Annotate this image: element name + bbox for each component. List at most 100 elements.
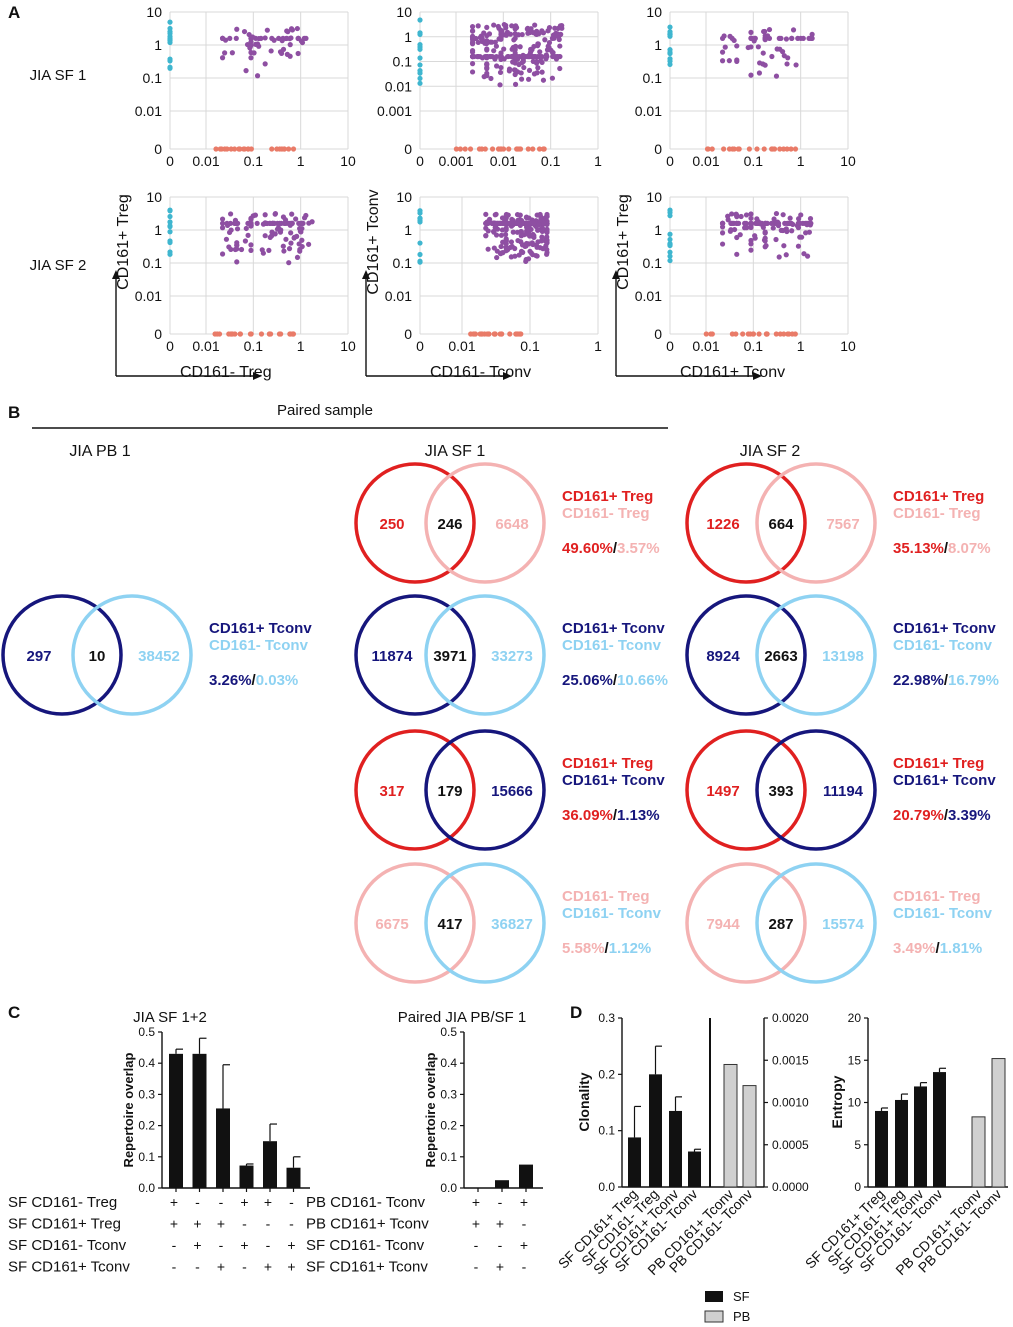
- y-tick-label: 0.1: [143, 255, 163, 271]
- venn-overlap-count: 417: [437, 916, 462, 933]
- zero-y-point: [721, 146, 727, 152]
- data-point: [493, 211, 499, 217]
- venn-label-bottom: CD161+ Tconv: [562, 772, 665, 789]
- x-tick-label: 10: [340, 153, 356, 169]
- data-point: [299, 39, 306, 46]
- data-point: [288, 240, 294, 246]
- venn-circle-right: [424, 729, 546, 851]
- venn-label-bottom: CD161- Tconv: [209, 637, 309, 654]
- venn-left-count: 6675: [375, 916, 408, 933]
- data-point: [486, 31, 493, 37]
- data-point: [287, 42, 293, 48]
- bar-pb: [742, 1085, 757, 1188]
- data-point: [498, 243, 504, 250]
- data-point: [469, 24, 476, 30]
- data-point: [266, 247, 272, 253]
- venn-circle-right: [424, 462, 546, 584]
- sign-cell: -: [522, 1259, 527, 1275]
- data-point: [227, 35, 233, 42]
- venn-label-bottom: CD161- Tconv: [893, 905, 993, 922]
- data-point: [537, 211, 543, 218]
- venn-pct-right: 3.57%: [617, 540, 660, 557]
- data-point: [762, 62, 768, 68]
- data-point: [499, 28, 505, 34]
- data-point: [234, 226, 241, 232]
- data-point: [537, 49, 543, 55]
- data-point: [498, 232, 505, 238]
- venn-pct-sep: /: [944, 672, 949, 689]
- zero-y-point: [731, 146, 737, 152]
- data-point: [719, 58, 726, 64]
- zero-x-point: [417, 240, 423, 246]
- zero-y-point: [245, 146, 251, 152]
- zero-x-point: [417, 62, 423, 68]
- data-point: [762, 28, 768, 35]
- venn-label-top: CD161+ Tconv: [209, 620, 312, 637]
- data-point: [762, 229, 768, 235]
- data-point: [229, 50, 235, 56]
- data-point: [219, 220, 226, 226]
- zero-y-point: [497, 331, 503, 337]
- data-point: [289, 27, 296, 33]
- venn-pct-right: 16.79%: [948, 672, 999, 689]
- y-axis-title: Clonality: [576, 1072, 592, 1131]
- y-tick-label-right: 0.0000: [772, 1180, 809, 1194]
- data-point: [734, 220, 740, 226]
- zero-y-point: [277, 146, 283, 152]
- data-point: [722, 44, 728, 50]
- y-tick-label-right: 0.0015: [772, 1053, 809, 1067]
- zero-x-point: [667, 253, 673, 259]
- data-point: [469, 39, 476, 45]
- zero-y-point: [756, 331, 762, 337]
- venn-circle-right: [424, 594, 546, 716]
- data-point: [303, 212, 309, 219]
- y-tick-label-right: 0.0005: [772, 1138, 809, 1152]
- data-point: [532, 22, 538, 28]
- data-point: [551, 33, 557, 39]
- y-tick-label: 0.3: [598, 1011, 615, 1025]
- zero-y-point: [709, 146, 715, 152]
- data-point: [769, 53, 775, 60]
- zero-y-point: [286, 146, 292, 152]
- venn-label-top: CD161+ Treg: [562, 755, 653, 772]
- venn-pct-left: 25.06%: [562, 672, 613, 689]
- data-point: [526, 232, 533, 238]
- data-point: [525, 25, 531, 31]
- data-point: [540, 77, 547, 83]
- x-arrow-head: [503, 372, 512, 380]
- zero-y-point: [517, 146, 524, 152]
- venn-left-count: 8924: [706, 648, 740, 665]
- zero-y-point: [276, 331, 283, 337]
- data-point: [251, 50, 257, 56]
- data-point: [800, 35, 806, 42]
- data-point: [777, 46, 783, 52]
- y-axis-title: Repertoire overlap: [121, 1053, 136, 1168]
- zero-y-point: [514, 331, 521, 337]
- zero-x-point: [667, 61, 673, 68]
- data-point: [253, 41, 259, 47]
- sign-cell: -: [474, 1237, 479, 1253]
- data-point: [249, 34, 256, 40]
- data-point: [262, 212, 268, 218]
- panel-b-venn: Paired sample JIA PB 1 JIA SF 1 JIA SF 2 297…: [1, 402, 999, 984]
- zero-y-point: [525, 146, 531, 152]
- venn-right-count: 36827: [491, 916, 533, 933]
- venn-percentages: 20.79%/3.39%: [893, 807, 991, 824]
- zero-y-point: [248, 331, 254, 337]
- data-point: [557, 65, 563, 72]
- data-point: [222, 50, 228, 56]
- data-point: [303, 35, 309, 42]
- y-tick-label: 0.3: [138, 1087, 155, 1101]
- sign-cell: -: [474, 1259, 479, 1275]
- data-point: [743, 212, 750, 218]
- data-point: [760, 50, 766, 56]
- data-point: [469, 53, 476, 60]
- data-point: [771, 216, 777, 222]
- venn-circle-left: [354, 862, 476, 984]
- data-point: [797, 234, 803, 240]
- sign-cell: +: [193, 1216, 201, 1232]
- zero-y-point: [290, 146, 297, 152]
- data-point: [274, 226, 281, 232]
